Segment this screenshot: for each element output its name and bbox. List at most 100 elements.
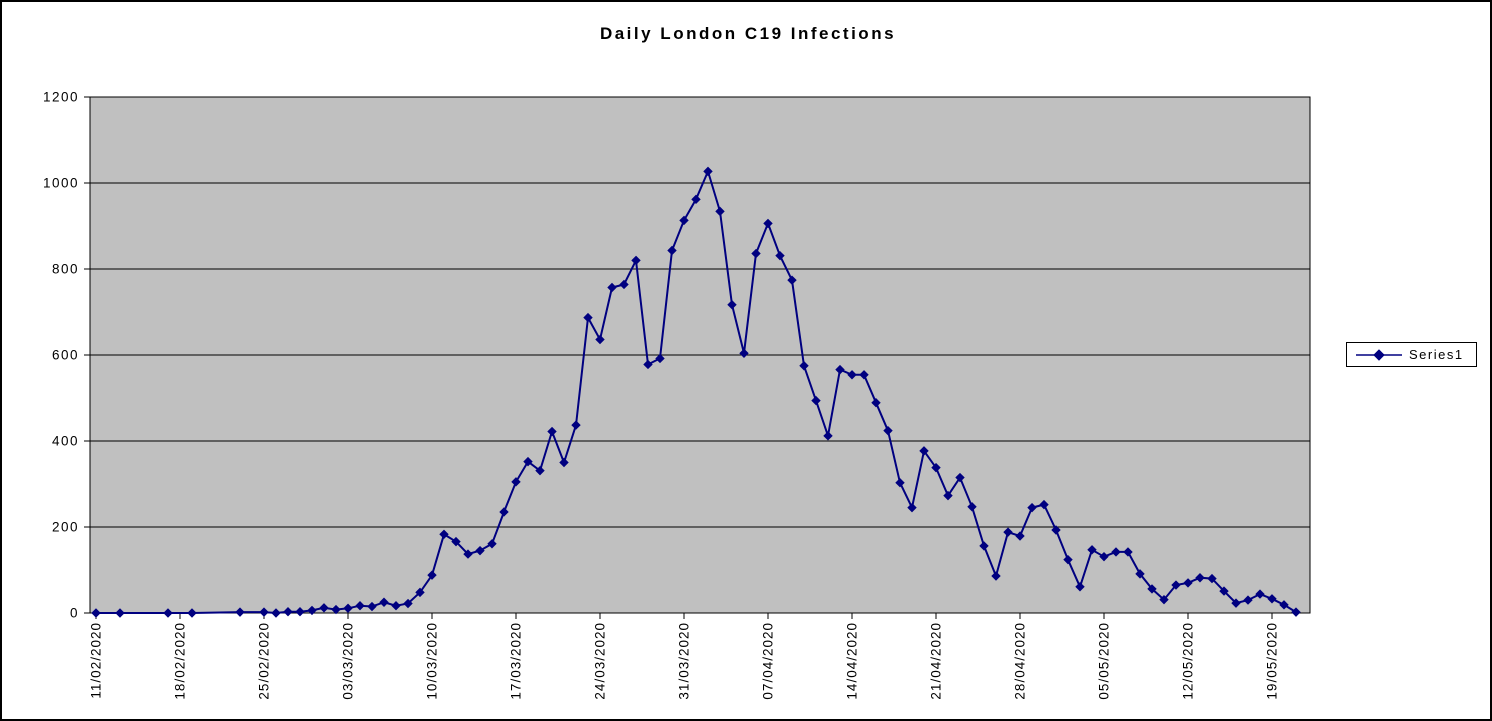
data-point-marker — [355, 600, 365, 611]
data-point-marker — [739, 348, 749, 358]
data-point-marker — [679, 215, 689, 226]
data-point-marker — [691, 194, 701, 205]
y-axis-label: 600 — [52, 348, 79, 363]
data-point-marker — [415, 587, 425, 598]
data-point-marker — [955, 472, 965, 483]
data-point-marker — [295, 607, 305, 617]
data-point-marker — [931, 462, 941, 473]
data-point-marker — [1063, 554, 1073, 565]
data-point-marker — [751, 248, 761, 259]
x-axis-label: 18/02/2020 — [173, 622, 188, 700]
data-point-marker — [439, 529, 449, 540]
data-point-marker — [547, 426, 557, 437]
data-point-marker — [1087, 545, 1097, 555]
data-point-marker — [1207, 573, 1217, 584]
data-point-marker — [1147, 584, 1157, 594]
data-point-marker — [835, 364, 845, 375]
data-point-marker — [583, 312, 593, 323]
series-line-marker-icon — [1356, 348, 1402, 361]
data-point-marker — [1267, 594, 1277, 604]
x-axis-label: 25/02/2020 — [257, 622, 272, 700]
data-point-marker — [871, 398, 881, 408]
data-point-marker — [487, 539, 497, 549]
data-point-marker — [823, 431, 833, 441]
data-point-marker — [1039, 499, 1049, 510]
data-point-marker — [475, 545, 485, 556]
legend-box[interactable]: Series1 — [1346, 342, 1477, 367]
data-point-marker — [91, 608, 101, 618]
legend-series-label: Series1 — [1409, 347, 1464, 362]
data-point-marker — [907, 502, 917, 513]
data-point-marker — [319, 603, 329, 613]
x-axis-label: 21/04/2020 — [929, 622, 944, 700]
data-point-marker — [1099, 551, 1109, 562]
data-point-marker — [631, 255, 641, 266]
data-point-marker — [163, 608, 173, 618]
data-point-marker — [559, 457, 569, 468]
data-point-marker — [991, 571, 1001, 581]
data-point-marker — [775, 250, 785, 261]
data-point-marker — [1003, 527, 1013, 537]
data-point-marker — [271, 608, 281, 618]
data-point-marker — [859, 370, 869, 380]
data-point-marker — [787, 275, 797, 285]
data-point-marker — [571, 420, 581, 430]
data-point-marker — [1195, 573, 1205, 583]
data-point-marker — [1255, 589, 1265, 599]
data-point-marker — [643, 359, 653, 370]
x-axis-label: 07/04/2020 — [761, 622, 776, 700]
data-point-marker — [403, 598, 413, 609]
data-point-marker — [1291, 607, 1301, 617]
data-point-marker — [1075, 582, 1085, 592]
y-axis-label: 1000 — [43, 176, 79, 191]
data-point-marker — [427, 570, 437, 580]
data-point-marker — [703, 166, 713, 177]
data-point-marker — [535, 465, 545, 476]
data-point-marker — [463, 549, 473, 559]
data-point-marker — [763, 218, 773, 229]
data-point-marker — [451, 536, 461, 547]
data-point-marker — [307, 605, 317, 616]
data-point-marker — [595, 334, 605, 345]
data-point-marker — [283, 607, 293, 617]
data-point-marker — [1231, 598, 1241, 608]
data-point-marker — [1051, 525, 1061, 535]
data-point-marker — [655, 353, 665, 364]
data-point-marker — [967, 502, 977, 512]
data-point-marker — [1027, 502, 1037, 513]
x-axis-label: 12/05/2020 — [1181, 622, 1196, 700]
data-point-marker — [1135, 569, 1145, 579]
chart-title: Daily London C19 Infections — [599, 24, 897, 43]
data-point-marker — [391, 600, 401, 611]
data-point-marker — [1243, 595, 1253, 605]
data-point-marker — [895, 478, 905, 488]
data-point-marker — [187, 608, 197, 618]
y-axis-label: 200 — [52, 520, 79, 535]
x-axis-label: 24/03/2020 — [593, 622, 608, 700]
data-point-marker — [799, 361, 809, 371]
data-point-marker — [115, 608, 125, 618]
data-point-marker — [1171, 580, 1181, 590]
data-point-marker — [1111, 547, 1121, 557]
data-point-marker — [979, 541, 989, 551]
data-point-marker — [343, 603, 353, 613]
y-axis-label: 0 — [70, 606, 79, 621]
x-axis-label: 14/04/2020 — [845, 622, 860, 700]
data-point-marker — [667, 245, 677, 256]
x-axis-label: 31/03/2020 — [677, 622, 692, 700]
x-axis-label: 05/05/2020 — [1097, 622, 1112, 700]
x-axis-label: 11/02/2020 — [89, 622, 104, 699]
data-point-marker — [523, 456, 533, 467]
data-point-marker — [235, 607, 245, 617]
data-point-marker — [943, 490, 953, 501]
data-point-marker — [499, 507, 509, 517]
data-point-marker — [1015, 531, 1025, 541]
data-point-marker — [919, 446, 929, 456]
data-point-marker — [619, 279, 629, 290]
data-point-marker — [847, 370, 857, 380]
x-axis-label: 19/05/2020 — [1265, 622, 1280, 700]
data-point-marker — [1159, 594, 1169, 605]
y-axis-label: 800 — [52, 262, 79, 277]
